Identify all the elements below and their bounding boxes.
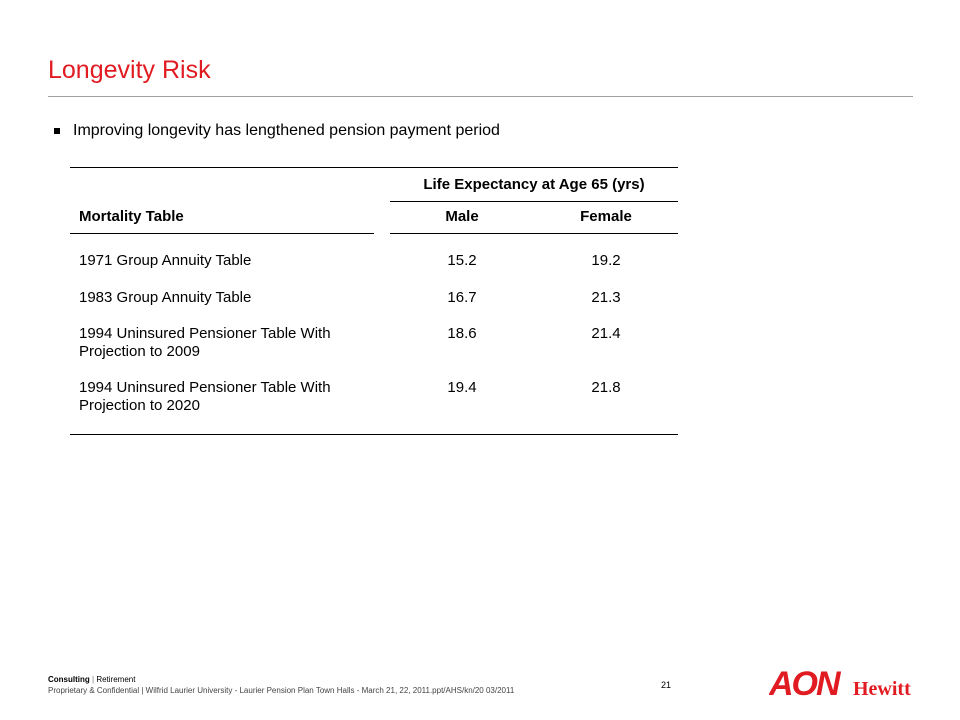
bullet-text: Improving longevity has lengthened pensi… bbox=[73, 122, 500, 139]
row-1-male: 15.2 bbox=[447, 252, 477, 269]
bullet-item: Improving longevity has lengthened pensi… bbox=[54, 122, 500, 140]
footer-consulting: Consulting bbox=[48, 675, 90, 684]
group-header-rule bbox=[390, 201, 678, 202]
footer-category: Consulting | Retirement bbox=[48, 675, 135, 684]
row-3-male: 18.6 bbox=[447, 325, 477, 342]
col-header-female: Female bbox=[580, 208, 632, 225]
table-bottom-rule bbox=[70, 434, 678, 435]
row-4-female: 21.8 bbox=[591, 379, 621, 396]
footer-confidential: Proprietary & Confidential | Wilfrid Lau… bbox=[48, 686, 515, 695]
aon-hewitt-logo: AON Hewitt bbox=[769, 665, 911, 700]
logo-aon-text: AON bbox=[769, 665, 842, 700]
col-header-male: Male bbox=[445, 208, 479, 225]
col-header-rule-right bbox=[390, 233, 678, 234]
row-3-table-name: 1994 Uninsured Pensioner Table With bbox=[79, 325, 331, 342]
col-header-rule-left bbox=[70, 233, 374, 234]
slide-title: Longevity Risk bbox=[48, 56, 211, 84]
row-1-table-name: 1971 Group Annuity Table bbox=[79, 252, 252, 269]
row-4-table-name: 1994 Uninsured Pensioner Table With bbox=[79, 379, 331, 396]
title-divider bbox=[48, 96, 913, 97]
row-2-female: 21.3 bbox=[591, 289, 621, 306]
row-2-male: 16.7 bbox=[447, 289, 477, 306]
row-3-table-name-cont: Projection to 2009 bbox=[79, 343, 200, 360]
square-bullet-icon bbox=[54, 128, 60, 134]
row-4-male: 19.4 bbox=[447, 379, 477, 396]
footer-separator: | bbox=[92, 675, 95, 684]
page-number: 21 bbox=[661, 680, 672, 690]
row-2-table-name: 1983 Group Annuity Table bbox=[79, 289, 252, 306]
row-4-table-name-cont: Projection to 2020 bbox=[79, 397, 200, 414]
table-top-rule bbox=[70, 167, 678, 168]
row-3-female: 21.4 bbox=[591, 325, 621, 342]
row-1-female: 19.2 bbox=[591, 252, 621, 269]
group-header: Life Expectancy at Age 65 (yrs) bbox=[423, 176, 645, 193]
footer-retirement: Retirement bbox=[96, 675, 136, 684]
life-expectancy-table: Life Expectancy at Age 65 (yrs) Mortalit… bbox=[70, 167, 678, 437]
logo-hewitt-text: Hewitt bbox=[853, 678, 911, 700]
col-header-mortality: Mortality Table bbox=[79, 208, 184, 225]
